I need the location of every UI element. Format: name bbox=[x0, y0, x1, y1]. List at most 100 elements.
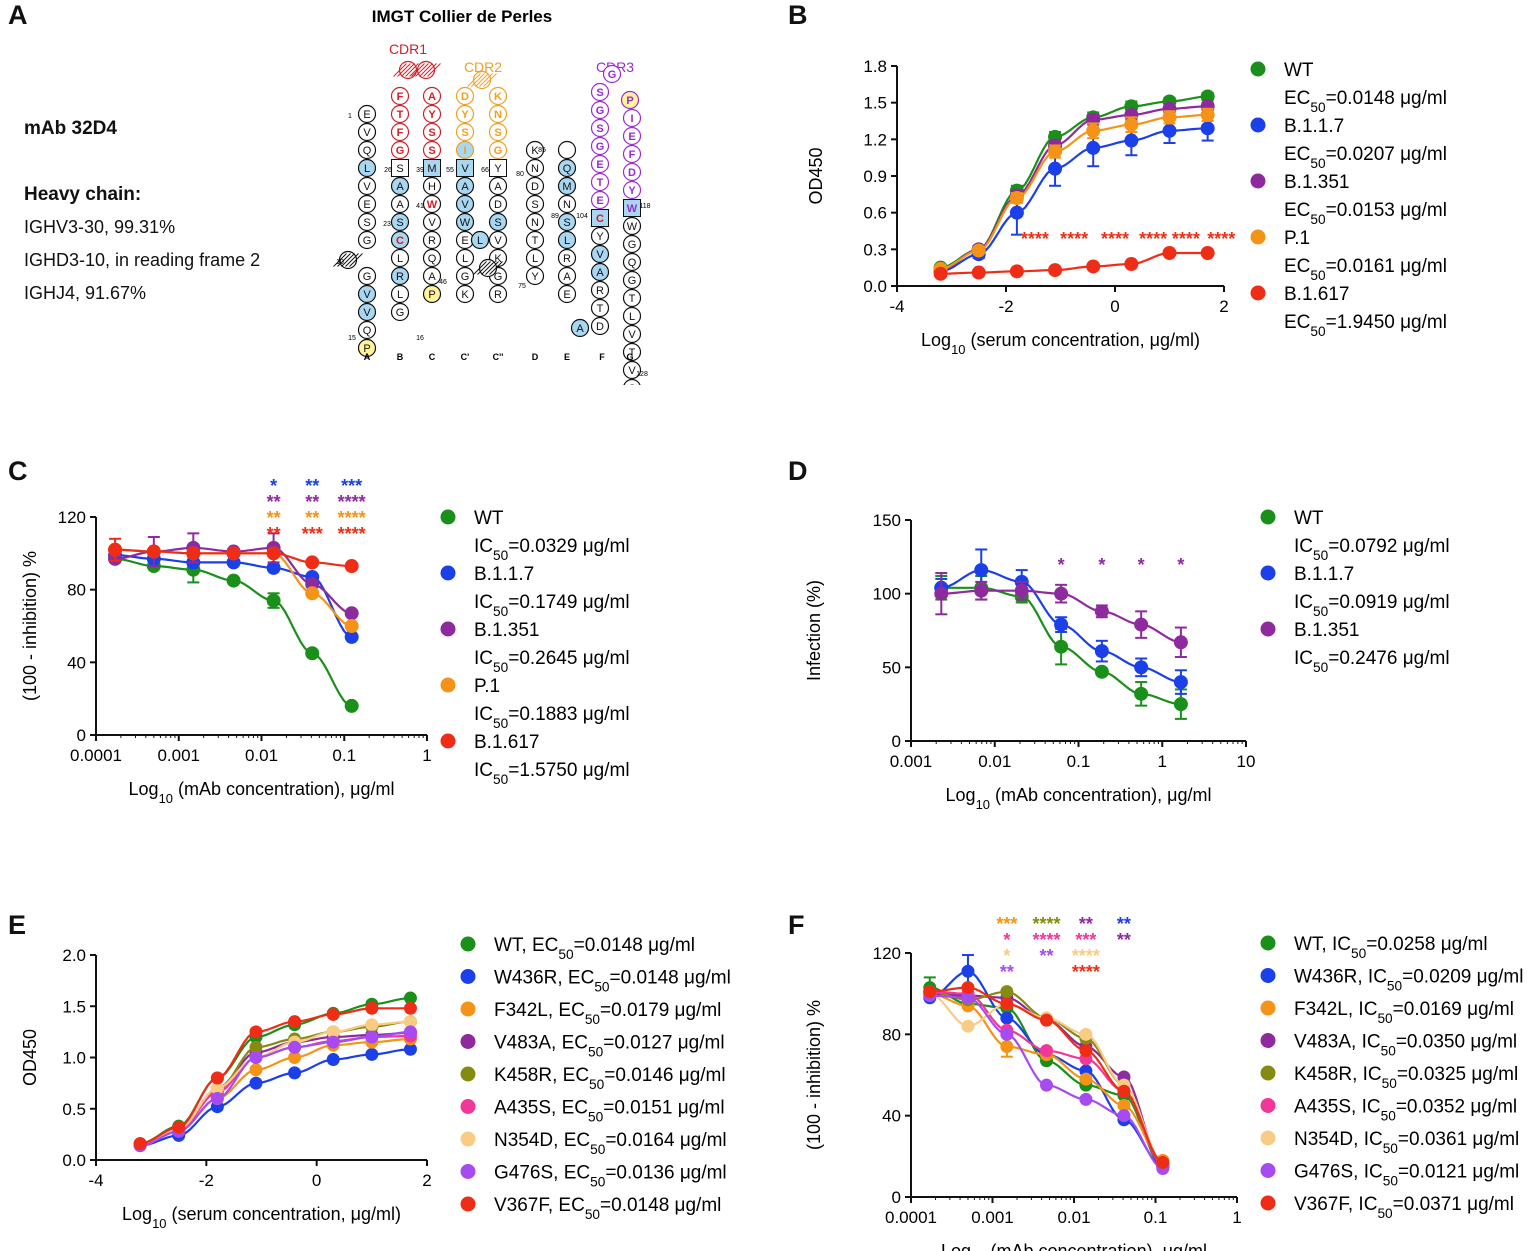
data-point bbox=[934, 586, 949, 601]
residue-letter: R bbox=[428, 235, 436, 247]
significance-stars: **** bbox=[1021, 229, 1049, 249]
residue-letter: G bbox=[363, 271, 372, 283]
data-point bbox=[266, 593, 281, 608]
data-point bbox=[1124, 133, 1139, 148]
residue-letter: A bbox=[596, 267, 604, 279]
data-point bbox=[1094, 664, 1109, 679]
legend-marker bbox=[1250, 173, 1266, 189]
significance-stars: *** bbox=[302, 524, 323, 544]
residue-letter: N bbox=[494, 109, 502, 121]
residue-bead bbox=[357, 302, 377, 322]
x-tick-label: 0.0001 bbox=[70, 746, 122, 765]
data-point bbox=[403, 1001, 417, 1015]
residue-bead bbox=[622, 234, 642, 254]
significance-stars: * bbox=[270, 476, 277, 496]
residue-letter: Y bbox=[596, 231, 604, 243]
residue-letter: F bbox=[397, 91, 404, 103]
residue-letter: M bbox=[562, 181, 571, 193]
panel-label-c: C bbox=[8, 456, 28, 486]
significance-stars: **** bbox=[1032, 930, 1060, 950]
x-tick-label: 2 bbox=[1219, 297, 1228, 316]
residue-number: 80 bbox=[516, 171, 524, 178]
residue-bead bbox=[590, 280, 610, 300]
residue-bead bbox=[622, 270, 642, 290]
hatch-line bbox=[427, 63, 441, 77]
x-tick-label: 0.01 bbox=[978, 752, 1011, 771]
hatch-line bbox=[405, 63, 419, 77]
residue-bead bbox=[455, 284, 475, 304]
data-point bbox=[266, 546, 281, 561]
significance-stars: **** bbox=[1172, 229, 1200, 249]
residue-letter: K bbox=[461, 289, 469, 301]
residue-letter: S bbox=[461, 127, 468, 139]
legend-stat: IC50=0.2476 μg/ml bbox=[1294, 648, 1450, 675]
data-point bbox=[1173, 697, 1188, 712]
residue-letter: R bbox=[596, 285, 604, 297]
significance-stars: **** bbox=[1101, 229, 1129, 249]
data-point bbox=[403, 1042, 417, 1056]
residue-bead bbox=[622, 342, 642, 362]
data-point bbox=[1079, 1027, 1093, 1041]
residue-bead bbox=[622, 306, 642, 326]
residue-letter: G bbox=[363, 235, 372, 247]
strand-label: C' bbox=[461, 352, 470, 362]
hatch-line bbox=[483, 73, 497, 87]
residue-bead bbox=[422, 230, 442, 250]
x-axis-label: Log10 (mAb concentration), μg/ml bbox=[129, 779, 395, 806]
legend-stat: EC50=0.0207 μg/ml bbox=[1284, 144, 1447, 171]
residue-letter: M bbox=[427, 163, 436, 175]
residue-letter: V bbox=[461, 163, 469, 175]
residue-letter: W bbox=[460, 217, 471, 229]
data-point bbox=[1162, 246, 1177, 260]
hatch-line bbox=[341, 253, 355, 267]
legend-label: WT bbox=[474, 508, 504, 529]
data-point bbox=[172, 1120, 186, 1134]
y-tick-label: 120 bbox=[58, 508, 86, 527]
hatch-line bbox=[481, 261, 495, 275]
residue-bead bbox=[390, 302, 410, 322]
residue-bead bbox=[390, 86, 410, 106]
residue-bead bbox=[525, 230, 545, 250]
chart-c-neutralization: 0 40 80 120 0.0001 0.001 0.01 0.1 1 Log10 (mAb co… bbox=[20, 476, 630, 806]
data-point bbox=[1200, 89, 1215, 104]
significance-stars: **** bbox=[1072, 946, 1100, 966]
data-point bbox=[1048, 161, 1063, 176]
data-point bbox=[344, 698, 359, 713]
legend-marker bbox=[460, 1066, 476, 1082]
residue-letter: Y bbox=[461, 109, 469, 121]
significance-stars: * bbox=[1003, 930, 1010, 950]
legend-label: B.1.351 bbox=[474, 620, 540, 641]
x-tick-label: 2 bbox=[422, 1171, 431, 1190]
residue-letter: P bbox=[428, 289, 435, 301]
data-point bbox=[288, 1040, 302, 1054]
legend-marker bbox=[460, 1001, 476, 1017]
residue-letter: C bbox=[596, 213, 604, 225]
collier-title: IMGT Collier de Perles bbox=[372, 7, 552, 26]
data-point bbox=[1124, 107, 1139, 122]
residue-letter: E bbox=[596, 195, 603, 207]
residue-bead bbox=[422, 140, 442, 160]
data-point bbox=[1134, 660, 1149, 675]
legend-label: B.1.351 bbox=[1294, 620, 1360, 641]
legend-marker bbox=[1250, 285, 1266, 301]
residue-bead bbox=[390, 284, 410, 304]
legend-label: N354D, IC50=0.0361 μg/ml bbox=[1294, 1129, 1519, 1156]
y-tick-label: 0 bbox=[892, 1188, 901, 1207]
data-point bbox=[249, 1063, 263, 1077]
legend-stat: IC50=0.0792 μg/ml bbox=[1294, 536, 1450, 563]
residue-letter: I bbox=[630, 113, 633, 125]
significance-stars: ** bbox=[305, 492, 319, 512]
residue-letter: D bbox=[494, 199, 502, 211]
residue-bead bbox=[422, 176, 442, 196]
residue-bead bbox=[590, 262, 610, 282]
residue-letter: H bbox=[428, 181, 436, 193]
panel-label-e: E bbox=[8, 910, 27, 940]
residue-bead bbox=[622, 288, 642, 308]
data-point bbox=[1134, 617, 1149, 632]
significance-stars: ** bbox=[267, 524, 281, 544]
residue-letter: I bbox=[463, 145, 466, 157]
residue-letter: F bbox=[397, 127, 404, 139]
x-tick-label: 0 bbox=[312, 1171, 321, 1190]
x-tick-label: 0.1 bbox=[332, 746, 356, 765]
chart-b-elisa-variants: 0.0 0.3 0.6 0.9 1.2 1.5 1.8 -4 -2 0 2 Log10 (serum … bbox=[806, 57, 1447, 357]
